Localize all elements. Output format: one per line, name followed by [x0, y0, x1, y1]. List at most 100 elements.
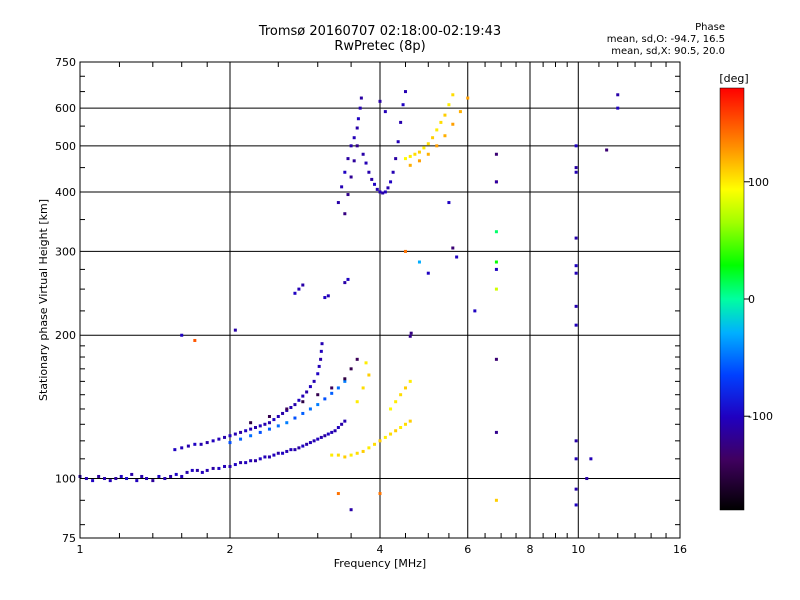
data-point: [244, 429, 248, 433]
data-point: [355, 400, 359, 404]
data-point: [244, 461, 248, 465]
data-point: [233, 432, 237, 436]
data-point: [574, 323, 578, 327]
data-point: [301, 411, 305, 415]
x-tick-label: 8: [527, 543, 534, 556]
data-point: [316, 403, 320, 407]
data-point: [320, 342, 324, 346]
data-point: [239, 430, 243, 434]
data-point: [605, 148, 609, 152]
data-point: [293, 416, 297, 420]
data-point: [281, 451, 285, 455]
data-point: [381, 191, 385, 195]
data-point: [289, 448, 293, 452]
x-tick-label: 10: [571, 543, 585, 556]
data-point: [263, 422, 267, 426]
data-point: [343, 377, 347, 381]
data-point: [364, 361, 368, 365]
data-point: [361, 449, 365, 453]
data-point: [151, 479, 155, 483]
data-point: [119, 474, 123, 478]
data-point: [276, 414, 280, 418]
data-point: [574, 271, 578, 275]
data-point: [494, 230, 498, 234]
y-axis-label: Stationary phase Virtual Height [km]: [37, 199, 50, 401]
data-point: [239, 437, 243, 441]
data-point: [84, 477, 88, 481]
data-point: [223, 435, 227, 439]
data-point: [330, 430, 334, 434]
x-tick-label: 2: [227, 543, 234, 556]
data-point: [217, 466, 221, 470]
data-point: [249, 459, 253, 463]
data-point: [293, 291, 297, 295]
data-point: [399, 120, 403, 124]
phase-x-line: mean, sd,X: 90.5, 20.0: [611, 46, 725, 57]
data-point: [616, 93, 620, 97]
data-point: [389, 180, 393, 184]
data-point: [346, 157, 350, 161]
data-point: [358, 106, 362, 110]
data-point: [574, 236, 578, 240]
data-point: [200, 470, 204, 474]
data-point: [163, 477, 167, 481]
data-point: [355, 451, 359, 455]
data-point: [361, 386, 365, 390]
data-point: [211, 439, 215, 443]
data-point: [272, 453, 276, 457]
data-point: [217, 437, 221, 441]
data-point: [228, 434, 232, 438]
data-point: [343, 455, 347, 459]
data-point: [403, 386, 407, 390]
data-point: [285, 449, 289, 453]
data-point: [375, 187, 379, 191]
data-point: [301, 444, 305, 448]
y-tick-label: 400: [55, 186, 76, 199]
data-point: [403, 422, 407, 426]
data-point: [494, 260, 498, 264]
y-tick-label: 600: [55, 102, 76, 115]
data-point: [323, 434, 327, 438]
data-point: [426, 152, 430, 156]
data-point: [355, 357, 359, 361]
data-point: [422, 146, 426, 150]
data-point: [317, 364, 321, 368]
data-point: [355, 144, 359, 148]
data-point: [193, 442, 197, 446]
data-point: [103, 477, 107, 481]
data-point: [301, 400, 305, 404]
data-point: [349, 175, 353, 179]
data-point: [494, 357, 498, 361]
data-point: [258, 430, 262, 434]
data-point: [451, 246, 455, 250]
data-point: [297, 287, 301, 291]
data-point: [373, 182, 377, 186]
data-point: [228, 441, 232, 445]
data-point: [364, 161, 368, 165]
phase-info: Phase mean, sd,O: -94.7, 16.5 mean, sd,X…: [560, 22, 725, 58]
data-point: [367, 170, 371, 174]
data-point: [228, 464, 232, 468]
data-point: [373, 442, 377, 446]
data-point: [267, 421, 271, 425]
data-point: [401, 103, 405, 107]
data-point: [409, 331, 413, 335]
data-point: [426, 142, 430, 146]
data-point: [258, 424, 262, 428]
data-point: [399, 425, 403, 429]
data-point: [386, 186, 390, 190]
data-point: [403, 157, 407, 161]
x-tick-label: 1: [77, 543, 84, 556]
data-point: [185, 470, 189, 474]
data-point: [180, 446, 184, 450]
data-point: [233, 328, 237, 332]
data-point: [135, 479, 139, 483]
data-point: [343, 419, 347, 423]
data-point: [211, 466, 215, 470]
data-point: [451, 122, 455, 126]
data-point: [308, 385, 312, 389]
data-point: [308, 441, 312, 445]
data-point: [205, 468, 209, 472]
data-point: [343, 170, 347, 174]
